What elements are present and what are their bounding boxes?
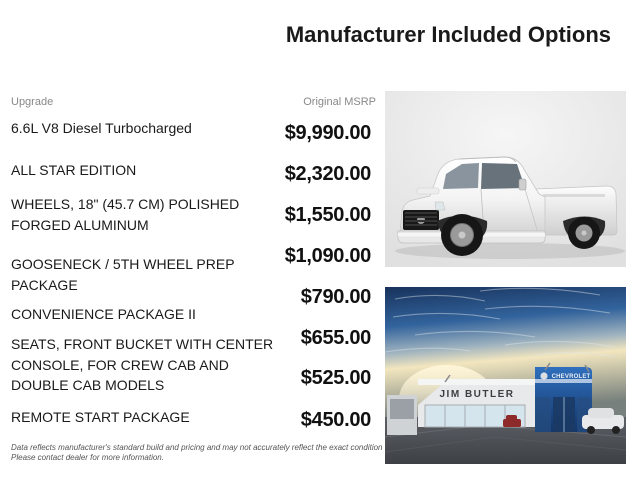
svg-text:CHEVROLET: CHEVROLET	[552, 374, 591, 380]
svg-text:JIM BUTLER: JIM BUTLER	[440, 389, 515, 400]
